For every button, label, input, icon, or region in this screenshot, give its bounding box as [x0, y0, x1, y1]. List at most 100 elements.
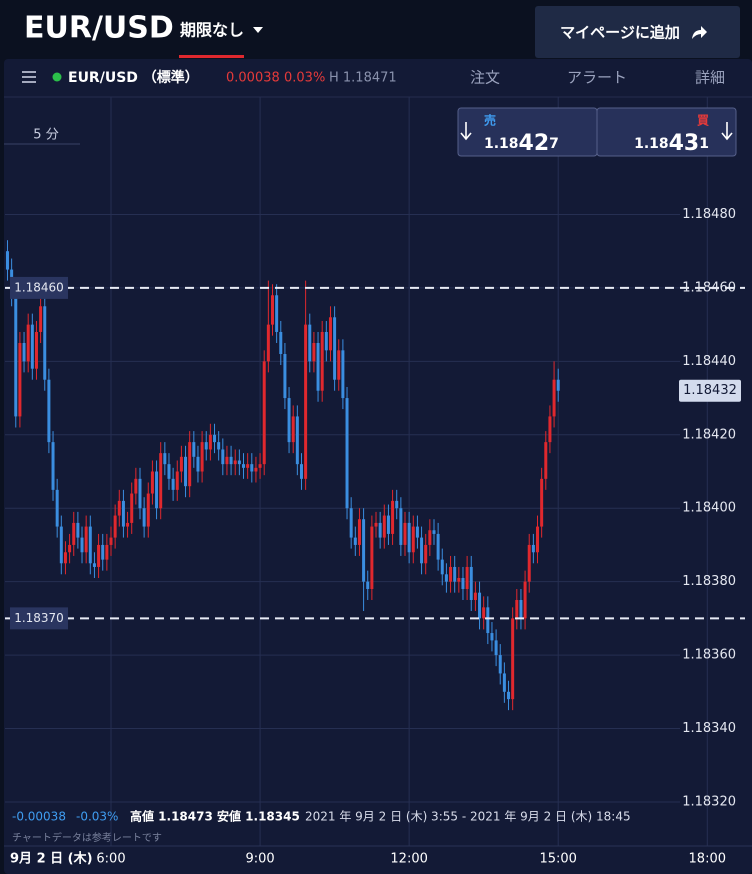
y-tick-label: 1.18460 — [682, 280, 736, 295]
level-label: 1.18370 — [14, 611, 64, 625]
y-tick-label: 1.18420 — [682, 427, 736, 442]
candle-body — [146, 493, 150, 527]
y-tick-label: 1.18380 — [682, 574, 736, 589]
candle-body — [22, 342, 26, 362]
toolbar-change-pct: 0.03% — [284, 71, 325, 86]
candle-body — [117, 500, 121, 516]
candle-body — [47, 379, 51, 443]
candle-body — [328, 317, 332, 351]
candle-body — [97, 544, 101, 567]
candle-body — [357, 519, 361, 545]
candle-body — [308, 324, 312, 362]
candle-body — [283, 354, 287, 399]
candle-body — [59, 526, 63, 564]
candle-body — [556, 379, 560, 391]
candle-body — [407, 522, 411, 553]
candle-body — [362, 519, 366, 582]
candle-body — [5, 251, 9, 270]
candle-body — [34, 331, 38, 369]
buy-button[interactable] — [596, 107, 737, 157]
period-select[interactable]: 期限なし — [180, 21, 244, 40]
candle-body — [134, 478, 138, 494]
y-tick-label: 1.18480 — [682, 207, 736, 222]
candle-body — [420, 537, 424, 564]
candle-body — [370, 526, 374, 589]
candle-body — [179, 456, 183, 472]
y-tick-label: 1.18340 — [682, 721, 736, 736]
candle-body — [213, 434, 217, 443]
candle-body — [511, 618, 515, 700]
tab-order[interactable]: 注文 — [470, 69, 500, 87]
candle-body — [449, 566, 453, 582]
candle-body — [432, 530, 436, 534]
candle-body — [250, 464, 254, 472]
price-part: 7 — [549, 136, 559, 152]
candle-body — [204, 442, 208, 450]
candle-body — [18, 342, 22, 417]
candle-body — [217, 442, 221, 450]
candle-body — [428, 530, 432, 545]
candle-body — [254, 467, 258, 472]
toolbar-high: H 1.18471 — [329, 71, 397, 86]
y-tick-label: 1.18440 — [682, 354, 736, 369]
candle-body — [84, 526, 88, 553]
candle-body — [121, 500, 125, 527]
candle-body — [312, 342, 316, 362]
candle-body — [163, 453, 167, 465]
price-part: 43 — [669, 131, 700, 156]
candle-body — [382, 515, 386, 538]
candle-body — [155, 471, 159, 509]
candle-body — [490, 633, 494, 641]
buy-price: 1.18431 — [634, 131, 709, 156]
candle-body — [30, 324, 34, 369]
candle-body — [457, 577, 461, 582]
candle-body — [150, 471, 154, 494]
candle-body — [92, 563, 96, 567]
candle-body — [270, 295, 274, 325]
current-price-label: 1.18432 — [683, 383, 737, 398]
candle-body — [130, 493, 134, 523]
candle-body — [519, 600, 523, 619]
candle-body — [76, 522, 80, 538]
sell-price: 1.18427 — [484, 131, 559, 156]
level-label-box — [10, 276, 68, 299]
candle-body — [14, 295, 18, 417]
candles-layer — [5, 240, 560, 711]
candle-body — [316, 342, 320, 391]
candle-body — [536, 526, 540, 553]
candle-body — [233, 460, 237, 465]
price-part: 42 — [519, 131, 550, 156]
candle-body — [378, 522, 382, 538]
y-tick-label: 1.18320 — [682, 794, 736, 809]
candle-body — [548, 416, 552, 443]
add-button-label[interactable]: マイページに追加 — [560, 24, 680, 42]
candle-body — [469, 566, 473, 601]
sell-arrow — [460, 122, 472, 141]
candle-body — [478, 592, 482, 619]
candle-body — [39, 306, 43, 332]
tab-detail[interactable]: 詳細 — [695, 69, 725, 87]
candle-body — [167, 464, 171, 479]
candle-body — [507, 691, 511, 700]
level-label: 1.18460 — [14, 280, 64, 294]
tab-alert[interactable]: アラート — [567, 69, 627, 87]
candle-body — [142, 508, 146, 527]
candle-body — [424, 544, 428, 564]
candle-body — [531, 544, 535, 553]
menu-icon[interactable] — [22, 71, 36, 83]
footer-change-pct: -0.03% — [76, 810, 118, 824]
add-button[interactable] — [535, 6, 740, 58]
timeframe[interactable]: 5 分 — [33, 128, 58, 143]
price-part: 1 — [699, 136, 709, 152]
candle-body — [465, 566, 469, 589]
candle-body — [411, 526, 415, 553]
footer-low: 安値 1.18345 — [217, 809, 300, 824]
x-tick-label: 18:00 — [689, 852, 726, 867]
status-dot — [52, 72, 62, 82]
level-label-box — [10, 607, 68, 630]
candle-body — [109, 537, 113, 545]
candle-body — [523, 581, 527, 619]
candle-body — [337, 350, 341, 380]
candle-body — [175, 471, 179, 490]
